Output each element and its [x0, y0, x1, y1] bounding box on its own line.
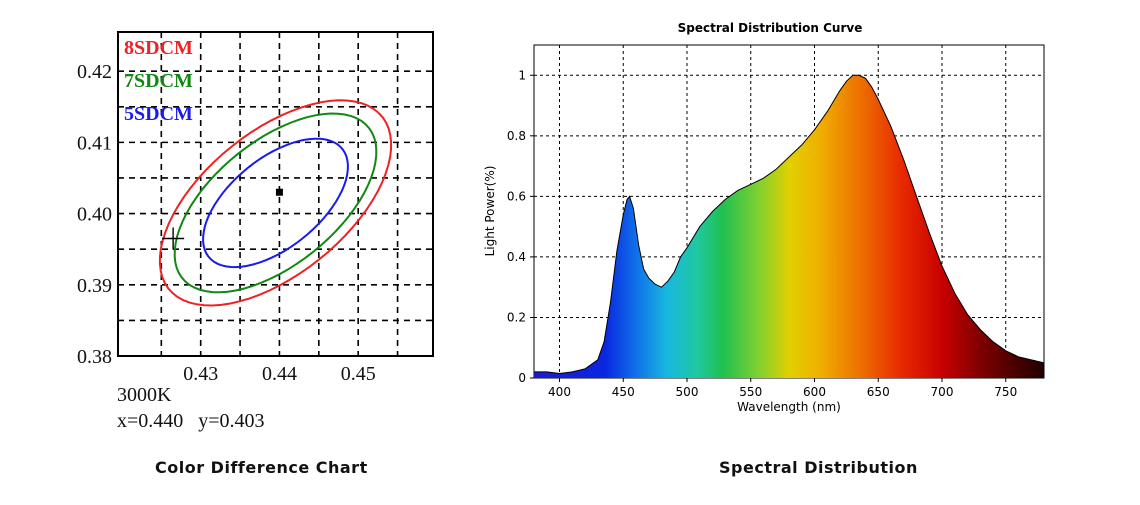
spectrum-outline — [534, 74, 1045, 375]
y-tick-label: 1 — [518, 68, 526, 82]
ellipse-label-5sdcm: 5SDCM — [124, 103, 193, 125]
x-tick-labels: 400 450 500 550 600 650 700 750 — [548, 378, 1017, 399]
y-tick-labels: 0 0.2 0.4 0.6 0.8 1 — [507, 68, 534, 385]
x-tick-label: 600 — [803, 385, 826, 399]
cct-label: 3000K — [117, 384, 172, 406]
right-caption: Spectral Distribution — [719, 458, 918, 477]
center-point — [275, 188, 283, 196]
ellipse-label-7sdcm: 7SDCM — [124, 70, 193, 92]
spectrum-area — [534, 75, 1044, 379]
y-tick-label: 0 — [518, 371, 526, 385]
markers — [162, 188, 283, 250]
x-tick-label: 0.43 — [183, 363, 218, 380]
y-tick-label: 0.4 — [507, 250, 526, 264]
xy-readout: x=0.440 y=0.403 — [117, 410, 265, 432]
ellipse-labels: 8SDCM 7SDCM 5SDCM — [124, 37, 193, 125]
left-caption: Color Difference Chart — [155, 458, 368, 477]
y-tick-label: 0.42 — [77, 61, 112, 83]
x-tick-label: 0.45 — [341, 363, 376, 380]
y-tick-label: 0.6 — [507, 189, 526, 203]
ellipses — [158, 99, 393, 307]
ellipse-7sdcm — [173, 112, 378, 294]
chart-title: Spectral Distribution Curve — [678, 21, 863, 35]
x-tick-label: 400 — [548, 385, 571, 399]
x-tick-label: 650 — [867, 385, 890, 399]
y-tick-label: 0.38 — [77, 346, 112, 368]
x-tick-label: 500 — [676, 385, 699, 399]
x-tick-label: 450 — [612, 385, 635, 399]
x-tick-label: 0.44 — [262, 363, 297, 380]
y-tick-label: 0.41 — [77, 132, 112, 154]
x-tick-label: 550 — [739, 385, 762, 399]
plot-frame — [117, 31, 434, 357]
ellipse-label-8sdcm: 8SDCM — [124, 37, 193, 59]
y-tick-label: 0.2 — [507, 310, 526, 324]
cct-readout: 3000K x=0.440 y=0.403 — [117, 382, 265, 434]
x-tick-label: 700 — [931, 385, 954, 399]
y-tick-label: 0.39 — [77, 275, 112, 297]
x-axis-label: Wavelength (nm) — [737, 400, 841, 414]
y-tick-labels: 0.42 0.41 0.40 0.39 0.38 — [77, 61, 112, 368]
spectral-distribution-chart: Spectral Distribution Curve 0 0.2 0.4 0.6 0.… — [483, 21, 1045, 414]
ellipse-5sdcm — [202, 137, 349, 269]
y-axis-label: Light Power(%) — [483, 166, 497, 257]
y-tick-label: 0.40 — [77, 204, 112, 226]
x-tick-label: 750 — [994, 385, 1017, 399]
y-tick-label: 0.8 — [507, 129, 526, 143]
ellipse-8sdcm — [158, 99, 393, 307]
color-difference-chart: 0.42 0.41 0.40 0.39 0.38 0.43 0.44 0.45 8SDCM 7… — [77, 31, 434, 380]
x-tick-labels: 0.43 0.44 0.45 — [183, 363, 376, 380]
